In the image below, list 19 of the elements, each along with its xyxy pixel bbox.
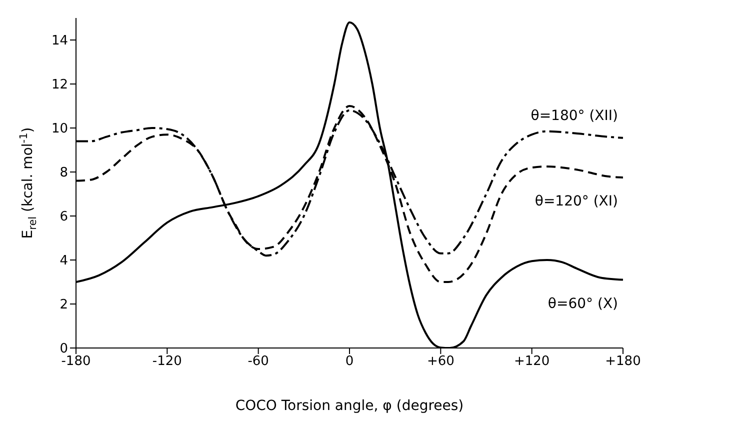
x-tick-label: +60 (426, 354, 454, 370)
series-label: θ=120° (XI) (534, 194, 618, 210)
series-label: θ=60° (X) (548, 296, 618, 312)
x-tick-label: -120 (152, 354, 182, 370)
y-tick-label: 12 (51, 78, 68, 93)
y-tick-label: 2 (60, 298, 68, 313)
x-axis-title: COCO Torsion angle, φ (degrees) (235, 398, 464, 414)
y-tick-label: 14 (51, 34, 68, 49)
x-tick-label: -180 (61, 354, 91, 370)
x-tick-label: +180 (605, 354, 641, 370)
series-label: θ=180° (XII) (530, 108, 618, 124)
y-tick-label: 0 (60, 342, 68, 357)
y-tick-label: 10 (51, 122, 68, 137)
x-tick-label: 0 (345, 354, 354, 370)
x-tick-label: -60 (248, 354, 269, 370)
y-tick-label: 4 (60, 254, 68, 269)
y-tick-label: 8 (60, 166, 68, 181)
x-tick-label: +120 (514, 354, 550, 370)
y-tick-label: 6 (60, 210, 68, 225)
